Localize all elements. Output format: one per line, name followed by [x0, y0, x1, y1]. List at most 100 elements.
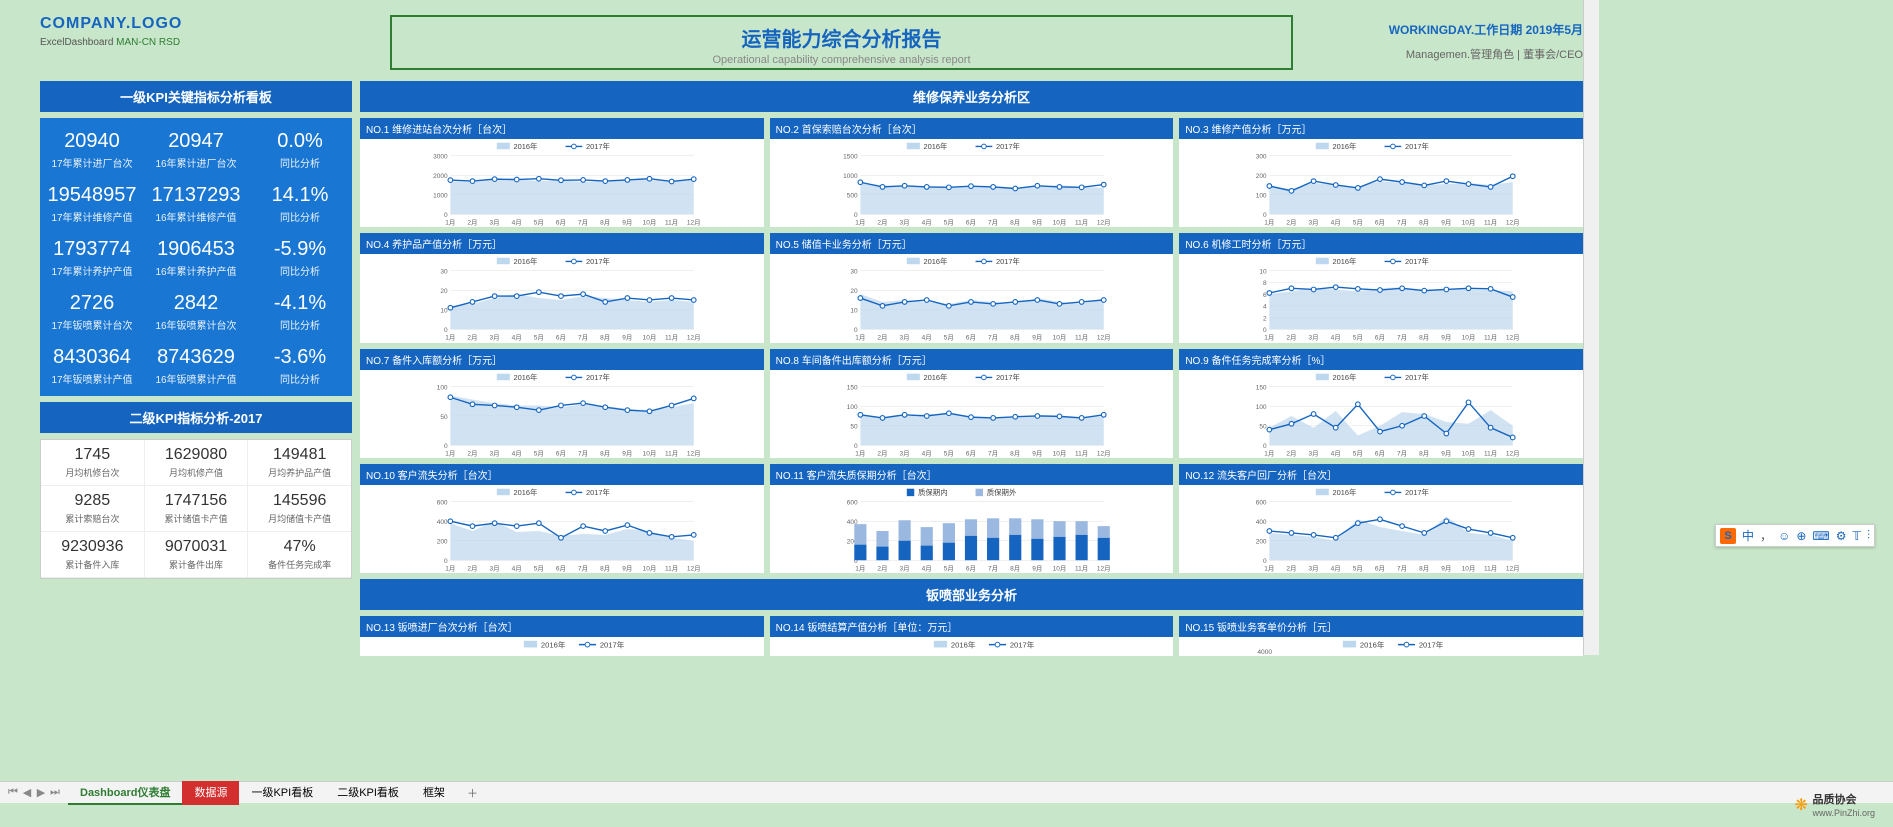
- svg-text:1月: 1月: [855, 564, 865, 572]
- svg-text:2月: 2月: [1287, 218, 1297, 226]
- svg-text:2月: 2月: [1287, 449, 1297, 457]
- ime-item[interactable]: ☺: [1778, 529, 1790, 543]
- tab-last-icon[interactable]: ⏭: [50, 786, 60, 799]
- tab-next-icon[interactable]: ▶: [36, 786, 46, 799]
- chart-body: 2016年2017年01000200030001月2月3月4月5月6月7月8月9…: [360, 139, 764, 227]
- svg-text:150: 150: [846, 384, 857, 391]
- svg-text:4月: 4月: [512, 564, 522, 572]
- svg-text:11月: 11月: [1484, 334, 1497, 342]
- tab-first-icon[interactable]: ⏮: [8, 786, 18, 799]
- ime-item[interactable]: ⚙: [1836, 529, 1847, 543]
- sheet-tab[interactable]: 框架: [411, 781, 457, 805]
- svg-text:6月: 6月: [966, 564, 976, 572]
- svg-text:4月: 4月: [512, 218, 522, 226]
- svg-text:12月: 12月: [687, 334, 701, 342]
- svg-text:2016年: 2016年: [514, 487, 539, 497]
- chart-title: NO.6 机修工时分析［万元］: [1179, 233, 1583, 254]
- svg-text:6月: 6月: [966, 218, 976, 226]
- svg-text:10: 10: [440, 308, 448, 315]
- svg-text:2016年: 2016年: [951, 639, 976, 649]
- chart-c10: NO.10 客户流失分析［台次］2016年2017年02004006001月2月…: [360, 464, 764, 573]
- svg-text:10: 10: [1260, 269, 1268, 276]
- tab-prev-icon[interactable]: ◀: [22, 786, 32, 799]
- ime-item[interactable]: ⊕: [1796, 529, 1806, 543]
- kpi-cell: 1954895717年累计维修产值: [40, 176, 144, 230]
- svg-text:8月: 8月: [600, 449, 610, 457]
- svg-text:2017年: 2017年: [586, 141, 611, 151]
- chart-body: 2016年2017年4000: [1179, 637, 1583, 656]
- svg-text:9月: 9月: [1442, 449, 1452, 457]
- svg-text:8月: 8月: [1420, 218, 1430, 226]
- report-title: 运营能力综合分析报告: [392, 23, 1291, 52]
- svg-text:3月: 3月: [1309, 334, 1319, 342]
- svg-text:9月: 9月: [1032, 564, 1042, 572]
- svg-text:5月: 5月: [534, 334, 544, 342]
- svg-text:10月: 10月: [643, 449, 657, 457]
- workday-label: WORKINGDAY.工作日期: [1389, 23, 1523, 37]
- svg-text:5月: 5月: [943, 564, 953, 572]
- svg-text:0: 0: [854, 327, 858, 334]
- svg-text:1月: 1月: [855, 218, 865, 226]
- svg-text:4月: 4月: [921, 449, 931, 457]
- chart-title: NO.1 维修进站台次分析［台次］: [360, 118, 764, 139]
- sheet-tab[interactable]: 一级KPI看板: [239, 781, 325, 805]
- chart-body: 2016年2017年0501001501月2月3月4月5月6月7月8月9月10月…: [1179, 370, 1583, 458]
- svg-text:2月: 2月: [467, 449, 477, 457]
- tab-nav[interactable]: ⏮ ◀ ▶ ⏭: [0, 786, 68, 799]
- logo-sub-b: MAN-CN RSD: [116, 37, 180, 48]
- chart-title: NO.12 流失客户回厂分析［台次］: [1179, 464, 1583, 485]
- svg-text:2017年: 2017年: [1405, 256, 1430, 266]
- svg-text:10月: 10月: [1462, 334, 1476, 342]
- svg-text:3月: 3月: [1309, 564, 1319, 572]
- kpi-cell: 0.0%同比分析: [248, 122, 352, 176]
- chart-title: NO.10 客户流失分析［台次］: [360, 464, 764, 485]
- svg-text:200: 200: [1256, 173, 1267, 180]
- svg-text:7月: 7月: [988, 218, 998, 226]
- ime-item[interactable]: ⫶: [1867, 528, 1870, 543]
- svg-text:1月: 1月: [1265, 564, 1275, 572]
- svg-text:8月: 8月: [1420, 334, 1430, 342]
- svg-text:6: 6: [1263, 292, 1267, 299]
- vertical-scrollbar[interactable]: [1583, 0, 1599, 655]
- svg-text:9月: 9月: [622, 449, 632, 457]
- svg-text:3月: 3月: [1309, 218, 1319, 226]
- svg-text:8月: 8月: [600, 564, 610, 572]
- svg-text:2016年: 2016年: [1333, 372, 1358, 382]
- svg-text:9月: 9月: [622, 334, 632, 342]
- sheet-tab[interactable]: 数据源: [182, 781, 239, 805]
- svg-text:3月: 3月: [899, 564, 909, 572]
- section1-title: 维修保养业务分析区: [360, 81, 1583, 112]
- tab-add-button[interactable]: ＋: [457, 782, 488, 804]
- chart-title: NO.5 储值卡业务分析［万元］: [770, 233, 1174, 254]
- ime-item[interactable]: ⌨: [1812, 529, 1829, 543]
- svg-text:7月: 7月: [1397, 334, 1407, 342]
- ime-toolbar[interactable]: S 中 ， ☺ ⊕ ⌨ ⚙ 𝕋 ⫶: [1715, 524, 1875, 547]
- svg-text:50: 50: [1260, 423, 1268, 430]
- svg-text:2016年: 2016年: [541, 639, 566, 649]
- kpi1-box: 2094017年累计进厂台次2094716年累计进厂台次0.0%同比分析1954…: [40, 118, 352, 396]
- sheet-tab[interactable]: 二级KPI看板: [325, 781, 411, 805]
- svg-text:8月: 8月: [1010, 218, 1020, 226]
- svg-text:5月: 5月: [1353, 218, 1363, 226]
- ime-item[interactable]: 中: [1742, 527, 1754, 544]
- kpi2-cell: 9230936累计备件入库: [41, 532, 145, 577]
- ime-item[interactable]: 𝕋: [1852, 529, 1861, 543]
- svg-text:6月: 6月: [966, 334, 976, 342]
- svg-text:11月: 11月: [1075, 449, 1088, 457]
- svg-text:12月: 12月: [1097, 449, 1111, 457]
- sheet-tab[interactable]: Dashboard仪表盘: [68, 781, 182, 805]
- tabs: Dashboard仪表盘数据源一级KPI看板二级KPI看板框架: [68, 781, 457, 805]
- chart-c14: NO.14 钣喷结算产值分析［单位：万元］2016年2017年: [770, 616, 1174, 656]
- logo-sub-a: ExcelDashboard: [40, 37, 116, 48]
- svg-text:1000: 1000: [433, 193, 448, 200]
- svg-text:1月: 1月: [445, 449, 455, 457]
- chart-c6: NO.6 机修工时分析［万元］2016年2017年02468101月2月3月4月…: [1179, 233, 1583, 342]
- kpi2-cell: 1747156累计储值卡产值: [145, 486, 249, 531]
- svg-text:100: 100: [1256, 193, 1267, 200]
- svg-text:1月: 1月: [855, 334, 865, 342]
- kpi-cell: 874362916年钣喷累计产值: [144, 338, 248, 392]
- svg-text:2017年: 2017年: [996, 256, 1021, 266]
- svg-text:9月: 9月: [622, 564, 632, 572]
- svg-text:2017年: 2017年: [996, 372, 1021, 382]
- svg-text:4月: 4月: [921, 218, 931, 226]
